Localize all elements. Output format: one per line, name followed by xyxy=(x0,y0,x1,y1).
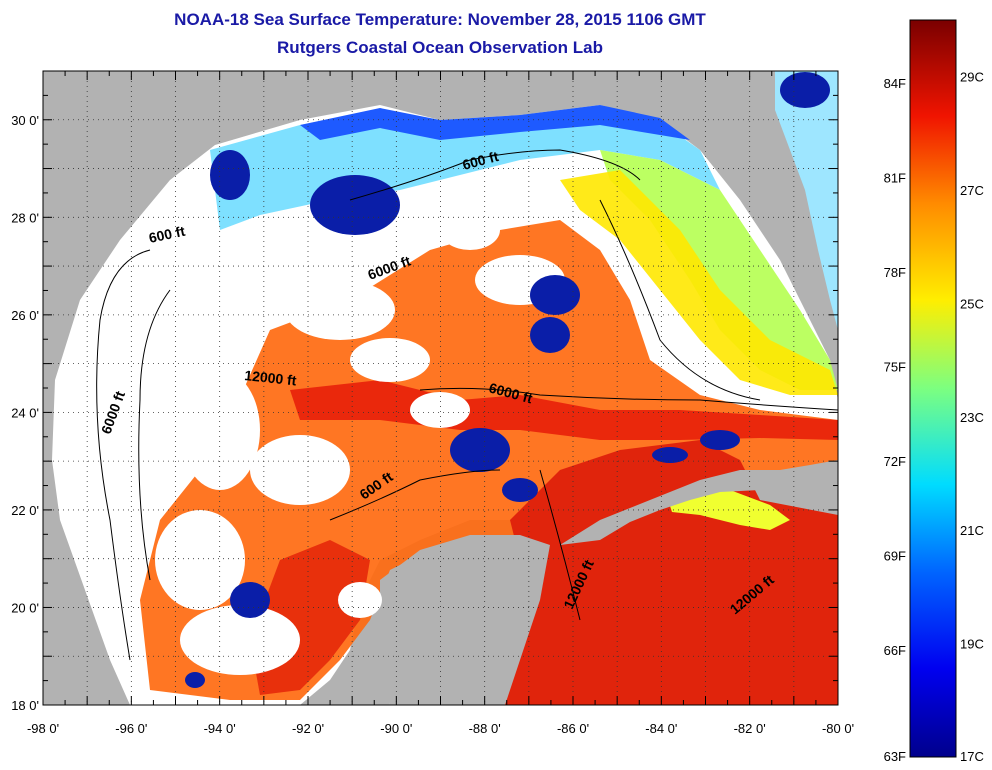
longitude-tick-label: -92 0' xyxy=(292,721,324,736)
longitude-tick-label: -98 0' xyxy=(27,721,59,736)
cloud-patches xyxy=(155,210,565,675)
colorbar-fahrenheit-label: 81F xyxy=(884,170,906,185)
longitude-tick-label: -80 0' xyxy=(822,721,854,736)
temperature-colorbar xyxy=(909,19,957,758)
latitude-tick-label: 20 0' xyxy=(11,600,39,615)
colorbar-fahrenheit-label: 78F xyxy=(884,265,906,280)
contour-6000ft-central xyxy=(419,387,838,411)
longitude-tick-label: -82 0' xyxy=(734,721,766,736)
colorbar-celsius-label: 23C xyxy=(960,410,984,425)
colorbar-fahrenheit-label: 75F xyxy=(884,359,906,374)
cold-artifact-patches xyxy=(185,72,830,688)
longitude-tick-label: -94 0' xyxy=(204,721,236,736)
bathymetry-contours xyxy=(96,149,838,661)
land-atlantic-strip xyxy=(775,71,838,330)
colorbar-fahrenheit-label: 63F xyxy=(884,749,906,764)
contour-label: 12000 ft xyxy=(244,367,298,388)
colorbar-fahrenheit-label: 84F xyxy=(884,76,906,91)
colorbar-celsius-label: 27C xyxy=(960,183,984,198)
colorbar-celsius-label: 25C xyxy=(960,296,984,311)
colorbar-celsius-label: 21C xyxy=(960,523,984,538)
longitude-labels: -98 0' -96 0' -94 0' -92 0' -90 0' -88 0' -86 … xyxy=(27,721,854,736)
longitude-tick-label: -86 0' xyxy=(557,721,589,736)
sst-blue-coastline-edge xyxy=(300,105,690,140)
colorbar-fahrenheit-label: 72F xyxy=(884,454,906,469)
land-cuba xyxy=(560,460,838,545)
latitude-tick-label: 22 0' xyxy=(11,503,39,518)
contour-600ft xyxy=(96,249,151,661)
colorbar-celsius-label: 19C xyxy=(960,637,984,652)
longitude-tick-label: -96 0' xyxy=(115,721,147,736)
contour-600ft-north xyxy=(349,149,641,201)
colorbar-celsius-label: 29C xyxy=(960,70,984,85)
contour-12000ft-east xyxy=(539,469,581,621)
graticule xyxy=(43,71,838,705)
sst-cool-coastal-band xyxy=(210,108,720,230)
sst-yellow-band xyxy=(560,170,838,395)
longitude-tick-label: -90 0' xyxy=(380,721,412,736)
axis-ticks xyxy=(42,70,839,706)
contour-600ft-yucatan xyxy=(329,469,501,521)
contour-label: 600 ft xyxy=(147,223,186,246)
map-area: 600 ft 600 ft 600 ft 6000 ft 6000 ft 600… xyxy=(43,71,838,705)
colorbar-celsius-label: 17C xyxy=(960,749,984,764)
contour-6000ft-west xyxy=(138,289,171,581)
latitude-tick-label: 26 0' xyxy=(11,308,39,323)
land-yucatan xyxy=(380,535,550,705)
map-subtitle: Rutgers Coastal Ocean Observation Lab xyxy=(277,38,603,57)
map-title: NOAA-18 Sea Surface Temperature: Novembe… xyxy=(174,10,706,29)
longitude-tick-label: -88 0' xyxy=(469,721,501,736)
colorbar-fahrenheit-label: 69F xyxy=(884,548,906,563)
contour-slope-florida xyxy=(599,199,761,401)
latitude-tick-label: 18 0' xyxy=(11,698,39,713)
latitude-tick-label: 30 0' xyxy=(11,113,39,128)
colorbar-labels: 29C 27C 25C 23C 21C 19C 17C 84F 81F 78F 75F 72F 69F 6… xyxy=(884,70,984,764)
latitude-tick-label: 28 0' xyxy=(11,210,39,225)
colorbar-fahrenheit-label: 66F xyxy=(884,643,906,658)
latitude-tick-label: 24 0' xyxy=(11,405,39,420)
longitude-tick-label: -84 0' xyxy=(645,721,677,736)
latitude-labels: 30 0' 28 0' 26 0' 24 0' 22 0' 20 0' 18 0' xyxy=(11,113,39,713)
